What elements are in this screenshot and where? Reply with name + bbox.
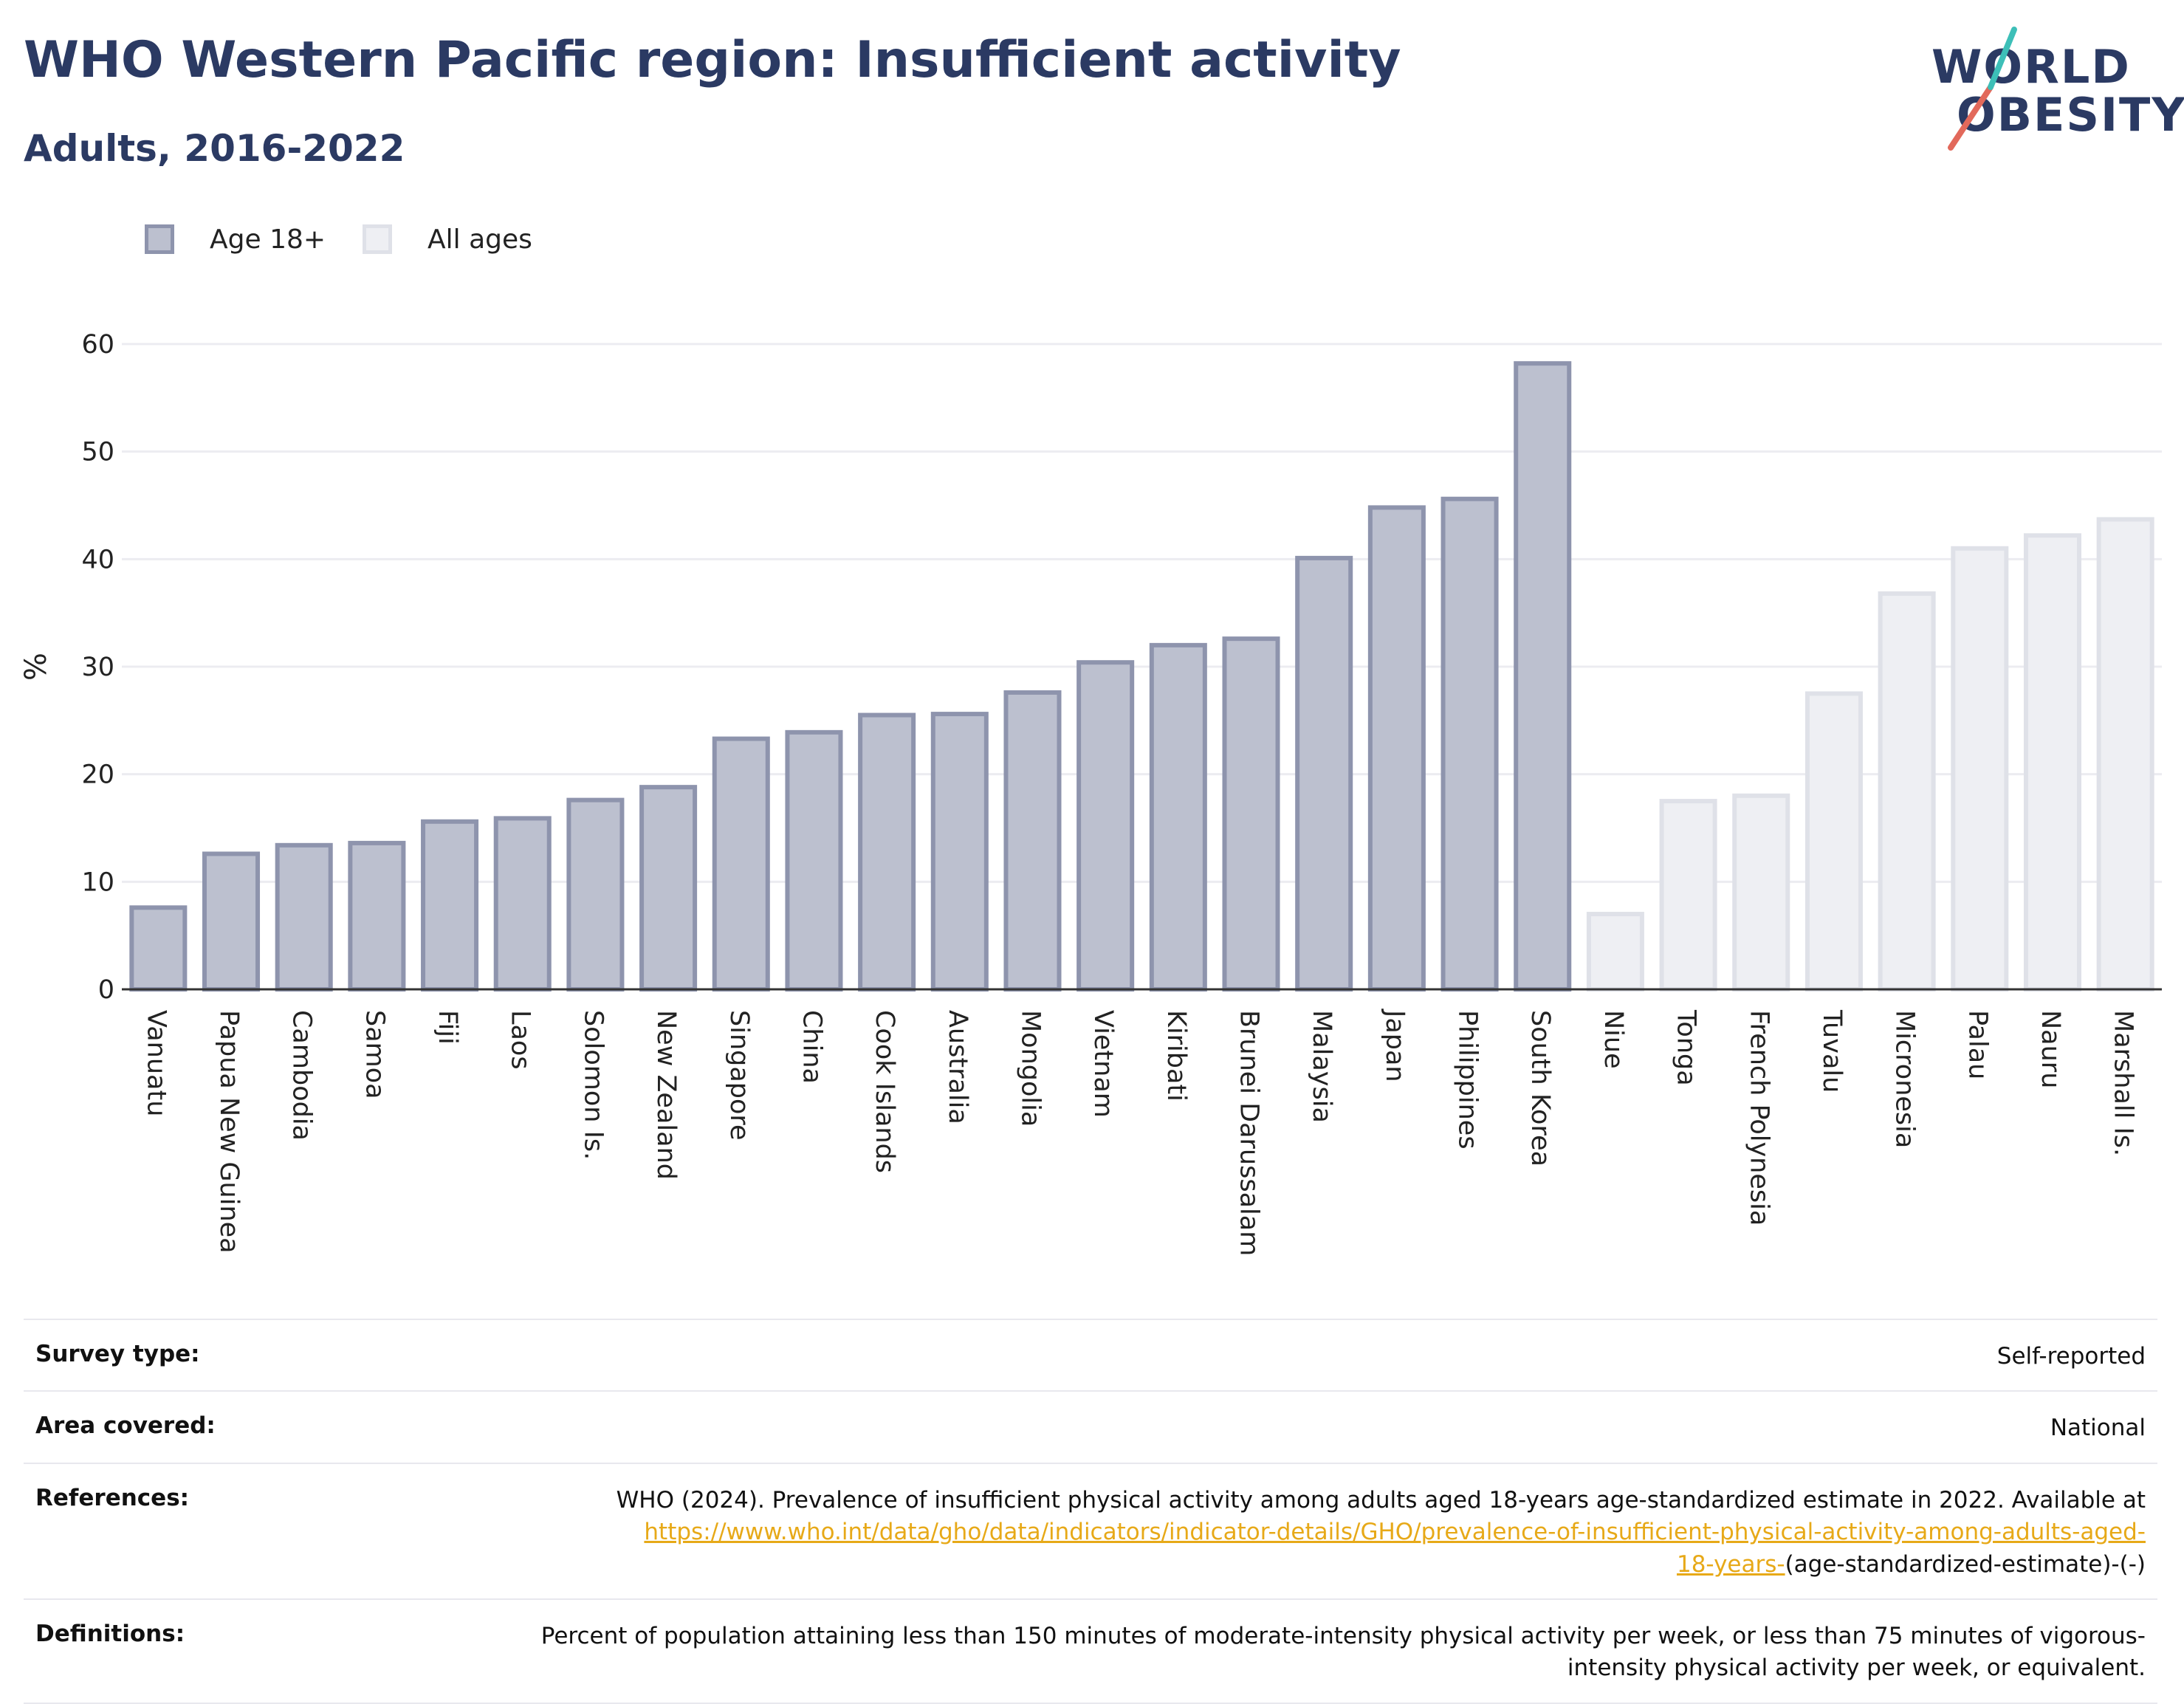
legend-item-age18[interactable]: Age 18+ [145,224,326,255]
x-tick-label: French Polynesia [1744,1010,1773,1226]
bar-vanuatu[interactable] [129,905,188,992]
meta-row-definitions: Definitions: Percent of population attai… [24,1598,2157,1704]
bar-australia[interactable] [930,712,989,992]
x-tick-label: Samoa [360,1010,389,1099]
metadata-table: Survey type: Self-reported Area covered:… [24,1319,2157,1704]
bar-new-zealand[interactable] [639,785,698,992]
x-tick-label: Papua New Guinea [214,1010,244,1254]
y-tick-label: 30 [81,653,114,682]
bar-samoa[interactable] [348,840,406,992]
x-tick-label: Solomon Is. [578,1010,608,1160]
x-tick-label: Mongolia [1015,1010,1045,1127]
x-tick-label: New Zealand [651,1010,681,1180]
definitions-label: Definitions: [35,1620,185,1647]
x-tick-label: Japan [1380,1009,1409,1082]
bar-fiji[interactable] [421,819,479,992]
bar-niue[interactable] [1586,912,1644,992]
references-tail: (age-standardized-estimate)-(-) [1785,1550,2146,1578]
survey-type-value: Self-reported [1996,1343,2146,1370]
x-tick-label: Australia [943,1010,972,1124]
x-tick-label: Vietnam [1088,1010,1118,1118]
legend-swatch-all-ages [363,224,393,254]
logo-line-1: WORLD [1931,40,2131,94]
x-tick-label: Fiji [433,1010,462,1045]
x-tick-label: Tuvalu [1817,1009,1847,1093]
bar-vietnam[interactable] [1076,660,1135,992]
meta-row-survey-type: Survey type: Self-reported [24,1319,2157,1390]
x-tick-label: Malaysia [1307,1010,1336,1123]
bar-south-korea[interactable] [1514,361,1572,992]
area-covered-label: Area covered: [35,1412,216,1440]
bar-tonga[interactable] [1659,799,1717,992]
x-tick-label: Brunei Darussalam [1234,1010,1264,1256]
x-tick-label: Vanuatu [141,1010,171,1116]
x-tick-label: Micronesia [1890,1010,1920,1148]
x-tick-label: Cambodia [287,1010,317,1141]
logo-slash-icon [1948,27,2017,151]
x-tick-label: Cook Islands [870,1010,899,1173]
survey-type-label: Survey type: [35,1341,200,1367]
bar-singapore[interactable] [712,736,770,992]
bar-laos[interactable] [493,816,552,992]
x-tick-label: Nauru [2036,1010,2065,1088]
references-text: WHO (2024). Prevalence of insufficient p… [616,1486,2146,1514]
bar-nauru[interactable] [2023,533,2081,992]
x-tick-label: Niue [1598,1010,1628,1069]
bar-cambodia[interactable] [275,842,333,992]
references-link-continued[interactable]: 18-years- [1676,1550,1785,1578]
legend-item-all-ages[interactable]: All ages [363,224,532,255]
bar-papua-new-guinea[interactable] [202,851,261,992]
bar-philippines[interactable] [1440,496,1499,992]
y-tick-label: 40 [81,545,114,574]
y-tick-label: 10 [81,868,114,897]
x-tick-label: Kiribati [1161,1010,1191,1102]
bar-chart: 0 10 20 30 40 50 60% Vanuatu Papua New Guinea Cam… [19,330,2162,1256]
x-tick-label: Singapore [724,1010,754,1141]
x-tick-label: China [797,1010,826,1084]
bar-marshall-is[interactable] [2096,517,2154,992]
bar-kiribati[interactable] [1149,642,1207,992]
y-tick-label: 20 [81,760,114,790]
bar-china[interactable] [785,729,843,992]
y-axis-label: % [19,653,53,681]
y-tick-label: 50 [81,438,114,467]
world-obesity-logo: WORLD OBESITY [1920,15,2184,162]
legend-label-age18: Age 18+ [210,224,326,255]
bar-solomon-is[interactable] [566,797,625,992]
area-covered-value: National [2050,1415,2146,1442]
references-link[interactable]: https://www.who.int/data/gho/data/indica… [644,1519,2146,1546]
bar-brunei-darussalam[interactable] [1222,636,1280,992]
chart-title: WHO Western Pacific region: Insufficient… [24,31,1401,89]
bar-micronesia[interactable] [1878,591,1936,992]
bar-french-polynesia[interactable] [1732,793,1790,992]
bar-tuvalu[interactable] [1804,691,1863,992]
y-tick-label: 60 [81,330,114,360]
logo-line-2: OBESITY [1957,88,2184,142]
x-tick-label: Tonga [1672,1009,1701,1086]
y-tick-label: 0 [98,975,114,1005]
definitions-value: Percent of population attaining less tha… [540,1622,2146,1682]
chart-legend: Age 18+ All ages [145,219,569,260]
x-tick-label: Laos [506,1010,535,1070]
meta-row-references: References: WHO (2024). Prevalence of in… [24,1462,2157,1598]
references-value: WHO (2024). Prevalence of insufficient p… [617,1485,2146,1581]
bar-mongolia[interactable] [1003,690,1062,992]
meta-row-area: Area covered: National [24,1390,2157,1462]
chart-subtitle: Adults, 2016-2022 [24,127,405,170]
x-tick-label: Marshall Is. [2109,1010,2138,1156]
legend-label-all-ages: All ages [427,224,532,255]
bar-palau[interactable] [1951,546,2009,992]
references-label: References: [35,1484,190,1511]
x-tick-label: Philippines [1453,1010,1483,1150]
bar-japan[interactable] [1367,505,1426,992]
legend-swatch-age18 [145,224,174,254]
x-tick-label: South Korea [1525,1010,1555,1167]
bar-cook-islands[interactable] [858,712,916,992]
bar-malaysia[interactable] [1295,555,1353,992]
x-tick-label: Palau [1962,1010,1992,1079]
